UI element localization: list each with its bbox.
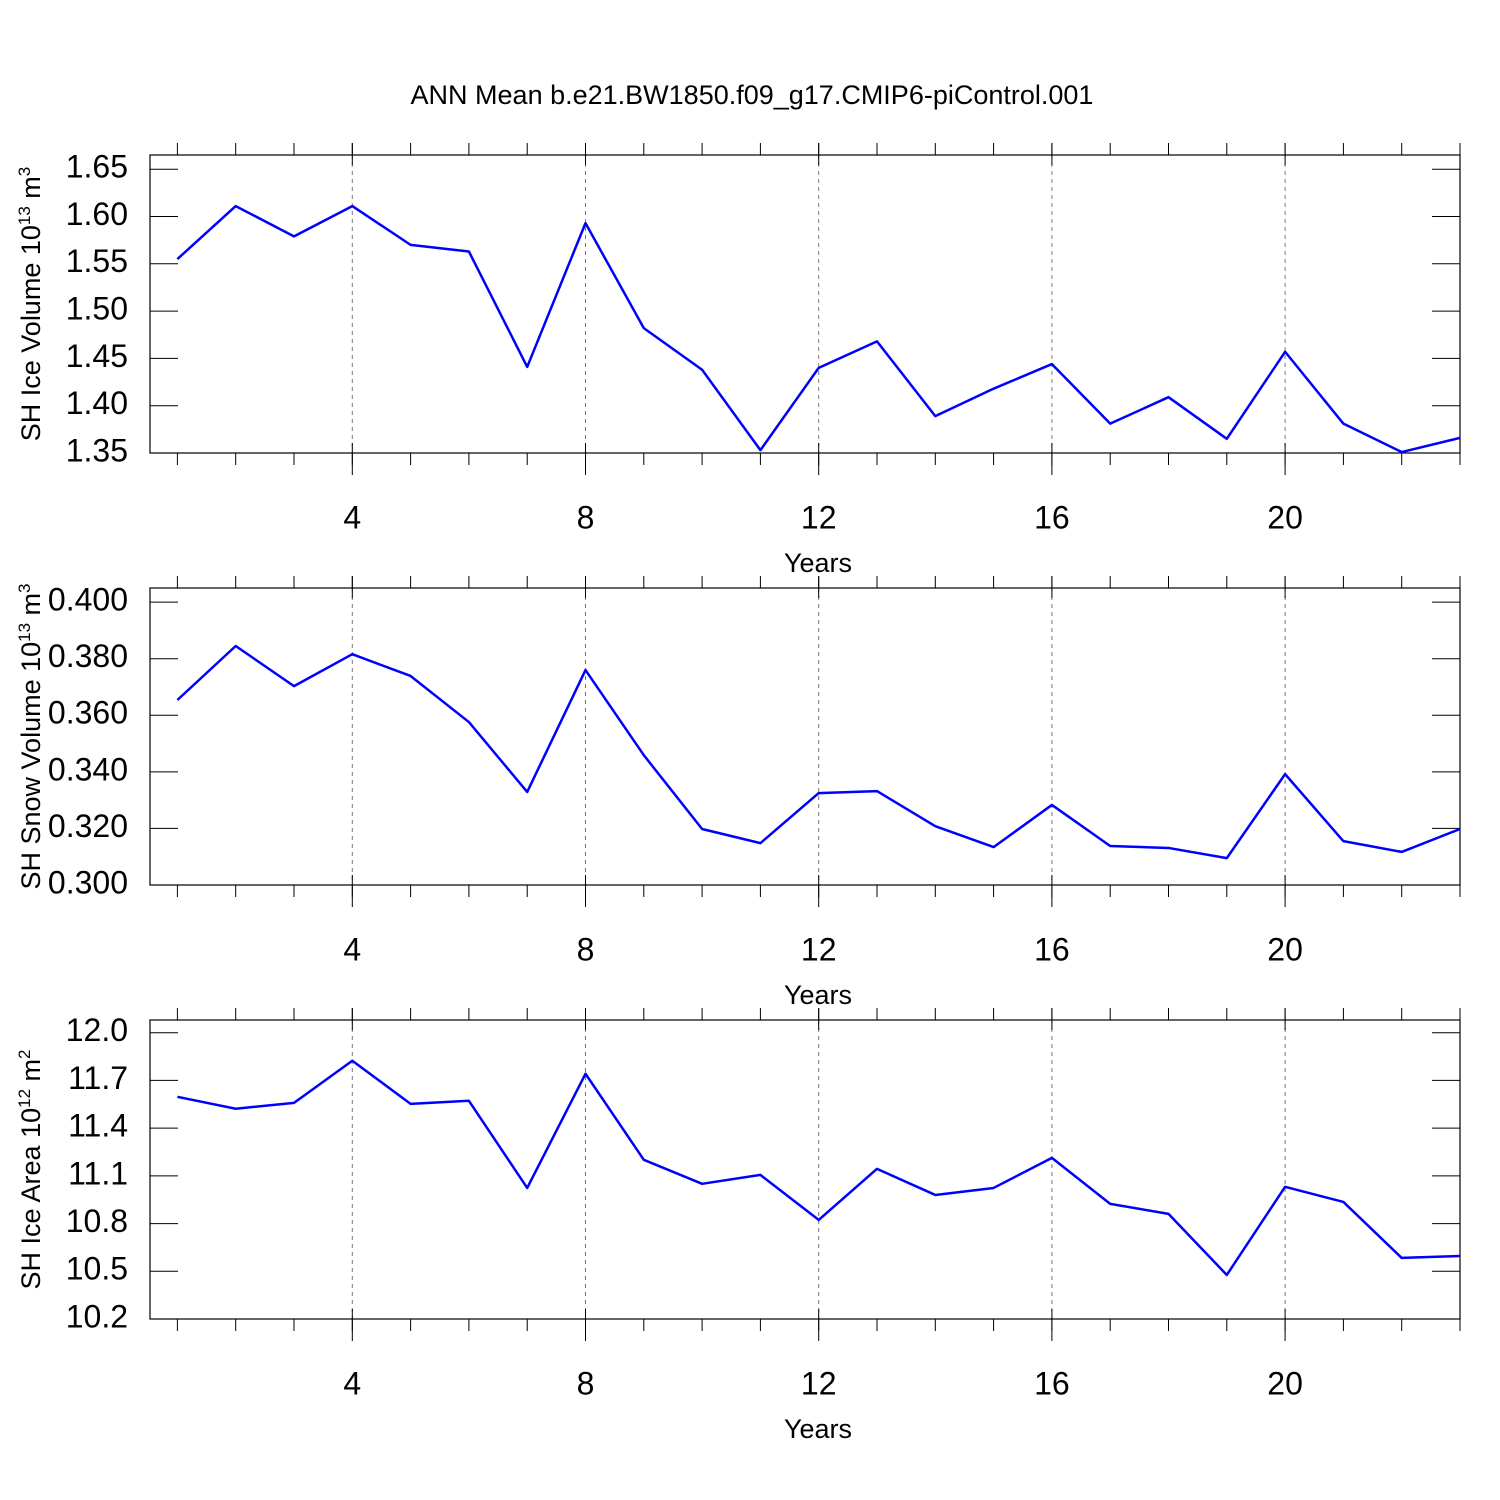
x-tick-label: 8 (577, 1365, 595, 1401)
y-tick-label: 0.360 (48, 695, 128, 731)
y-axis-title: SH Ice Area 1012 m2 (15, 1050, 46, 1290)
plot-frame (149, 587, 1461, 886)
y-axis-title-part: SH Ice Volume 10 (16, 225, 46, 441)
y-tick-label: 1.60 (66, 196, 128, 232)
y-axis-title-superscript: 2 (15, 1050, 34, 1059)
x-axis-title: Years (784, 1414, 852, 1444)
y-tick-label: 1.50 (66, 291, 128, 327)
y-tick-label: 1.35 (66, 432, 128, 468)
y-tick-label: 12.0 (66, 1012, 128, 1048)
y-axis-title-part: m (16, 593, 46, 623)
x-tick-label: 4 (343, 499, 361, 535)
y-axis-title-superscript: 13 (15, 623, 34, 642)
y-tick-label: 10.5 (66, 1251, 128, 1287)
y-axis-title: SH Ice Volume 1013 m3 (15, 167, 46, 442)
x-tick-label: 8 (577, 931, 595, 967)
y-axis-title-superscript: 13 (15, 206, 34, 225)
y-tick-label: 1.40 (66, 385, 128, 421)
y-tick-label: 0.400 (48, 582, 128, 618)
x-tick-label: 4 (343, 1365, 361, 1401)
x-tick-label: 12 (801, 931, 837, 967)
x-tick-label: 12 (801, 499, 837, 535)
x-axis-title: Years (784, 548, 852, 578)
y-tick-label: 0.300 (48, 864, 128, 900)
y-tick-label: 11.4 (68, 1108, 128, 1144)
x-tick-label: 20 (1267, 1365, 1303, 1401)
plot-frame (149, 1019, 1461, 1320)
y-tick-label: 11.1 (68, 1155, 128, 1191)
y-axis-title-part: m (16, 176, 46, 206)
y-axis-title: SH Snow Volume 1013 m3 (15, 583, 46, 889)
y-tick-label: 0.320 (48, 808, 128, 844)
plot-frame (149, 154, 1461, 454)
x-axis-title: Years (784, 980, 852, 1010)
y-tick-label: 10.8 (66, 1203, 128, 1239)
data-line (176, 644, 1461, 860)
x-tick-label: 20 (1267, 499, 1303, 535)
x-tick-label: 16 (1034, 931, 1070, 967)
x-tick-label: 8 (577, 499, 595, 535)
x-tick-label: 12 (801, 1365, 837, 1401)
y-axis-title-part: SH Ice Area 10 (16, 1108, 46, 1290)
y-tick-label: 0.340 (48, 751, 128, 787)
y-tick-label: 1.45 (66, 338, 128, 374)
y-axis-title-superscript: 12 (15, 1089, 34, 1108)
y-axis-title-part: SH Snow Volume 10 (16, 642, 46, 890)
y-tick-label: 11.7 (68, 1060, 128, 1096)
x-tick-label: 20 (1267, 931, 1303, 967)
chart-title: ANN Mean b.e21.BW1850.f09_g17.CMIP6-piCo… (411, 80, 1094, 110)
y-axis-title-superscript: 3 (15, 583, 34, 592)
y-axis-title-part: m (16, 1059, 46, 1089)
y-tick-label: 1.55 (66, 243, 128, 279)
x-tick-label: 16 (1034, 1365, 1070, 1401)
x-tick-label: 4 (343, 931, 361, 967)
data-line (177, 1059, 1461, 1277)
y-tick-label: 1.65 (66, 149, 128, 185)
y-tick-label: 0.380 (48, 638, 128, 674)
x-tick-label: 16 (1034, 499, 1070, 535)
y-axis-title-superscript: 3 (15, 167, 34, 176)
data-line (176, 204, 1461, 454)
y-tick-label: 10.2 (66, 1298, 128, 1334)
